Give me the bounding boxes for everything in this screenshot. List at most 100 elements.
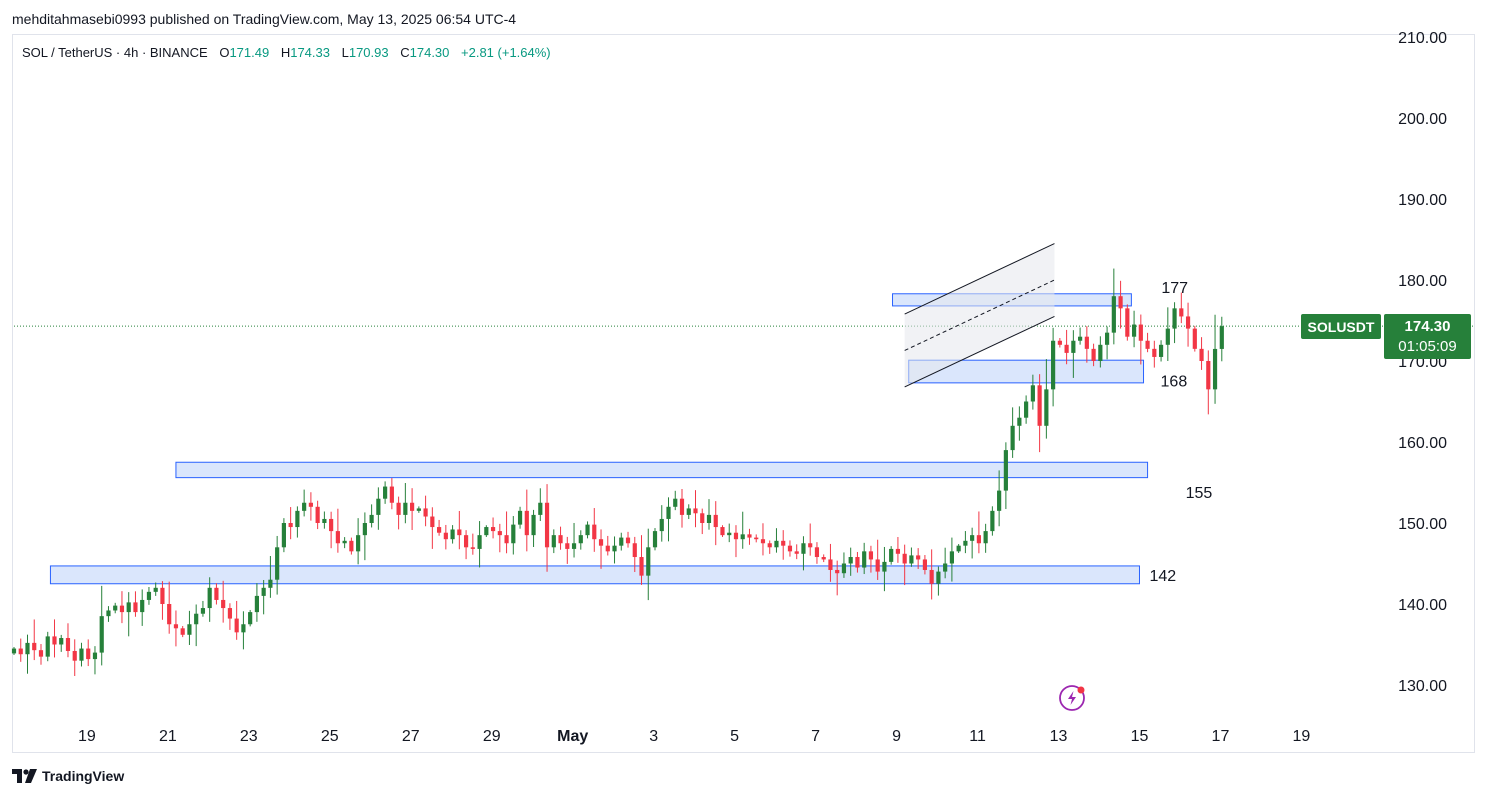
candle-body (578, 535, 583, 544)
x-tick-label: 11 (969, 728, 986, 745)
candle-body (389, 486, 394, 503)
candle-body (214, 587, 219, 600)
candle-body (592, 524, 597, 540)
candle-body (1084, 336, 1089, 349)
channel-lower-line (904, 315, 1055, 388)
candle-body (268, 579, 273, 588)
candle-body (1206, 361, 1211, 390)
symbol-price-tag: SOLUSDT (1301, 314, 1381, 339)
candle-body (295, 510, 300, 528)
candle-body (160, 587, 165, 604)
candle-body (65, 638, 71, 651)
candle-body (1118, 296, 1123, 309)
candle-body (720, 527, 725, 536)
y-tick-label: 190.00 (1398, 192, 1447, 209)
candle-body (929, 569, 934, 584)
candle-body (659, 518, 664, 532)
candle-body (1091, 348, 1096, 361)
candle-body (490, 527, 496, 532)
candle-body (362, 523, 367, 536)
zone-label-142: 142 (1149, 568, 1176, 585)
candle-body (376, 498, 381, 515)
candle-body (997, 490, 1002, 511)
candle-body (369, 514, 374, 523)
candle-body (180, 628, 185, 635)
candle-body (443, 532, 448, 540)
candle-body (45, 636, 50, 657)
candle-body (207, 587, 212, 609)
candle-body (126, 602, 131, 613)
candle-body (875, 559, 880, 572)
x-tick-label: 19 (1293, 728, 1311, 745)
y-tick-label: 130.00 (1398, 678, 1447, 695)
candle-body (1152, 348, 1157, 357)
x-tick-label: 23 (240, 728, 258, 745)
candle-body (248, 612, 253, 625)
candle-body (430, 516, 435, 528)
candle-body (497, 531, 502, 536)
legend-open: 171.49 (229, 45, 270, 60)
publisher-caption: mehditahmasebi0993 published on TradingV… (12, 11, 517, 27)
candle-body (1003, 450, 1008, 491)
candle-body (585, 524, 590, 536)
candle-body (693, 508, 698, 514)
candle-body (477, 535, 482, 549)
candle-body (410, 502, 415, 511)
footer-brand[interactable]: TradingView (12, 768, 124, 784)
candle-body (463, 535, 469, 548)
candle-body (625, 537, 631, 544)
candle-body (943, 563, 948, 572)
candle-body (133, 602, 138, 613)
y-tick-label: 180.00 (1398, 273, 1447, 290)
candle-body (99, 616, 104, 653)
candle-body (241, 624, 246, 633)
candle-body (1051, 340, 1056, 390)
candle-body (254, 595, 260, 613)
candle-body (322, 518, 327, 523)
channel-layer (904, 243, 1055, 388)
candle-body (808, 543, 813, 548)
candle-body (221, 599, 226, 609)
candle-body (517, 510, 523, 525)
legend-symbol[interactable]: SOL / TetherUS · 4h · BINANCE (22, 45, 208, 60)
time-axis: 19 21 23 25 27 29 May 3 5 7 9 11 13 15 17 19 (78, 728, 1310, 745)
candle-body (740, 534, 745, 540)
candle-body (700, 513, 705, 523)
candle-body (59, 638, 64, 645)
candle-body (848, 557, 853, 564)
candle-body (679, 498, 685, 515)
candle-body (1185, 316, 1191, 329)
candle-body (571, 543, 577, 549)
zone-label-177: 177 (1161, 280, 1188, 297)
candle-body (902, 553, 907, 564)
candle-body (673, 498, 678, 507)
candle-body (511, 524, 516, 544)
candle-body (275, 547, 280, 580)
candle-body (1131, 324, 1137, 337)
candle-body (32, 642, 37, 651)
candle-body (106, 610, 111, 617)
zone-label-155: 155 (1186, 485, 1213, 502)
candle-body (544, 502, 550, 548)
candle-body (72, 650, 77, 661)
candle-body (1037, 385, 1042, 426)
candle-body (329, 518, 334, 532)
x-tick-label: 19 (78, 728, 96, 745)
candle-body (92, 652, 98, 660)
candle-body (1111, 296, 1116, 333)
candle-body (936, 571, 941, 584)
candle-body (484, 527, 489, 536)
channel-fill (904, 243, 1055, 387)
candle-body (261, 587, 266, 596)
candle-body (315, 506, 320, 523)
candle-body (302, 502, 307, 511)
candle-body (1030, 385, 1035, 402)
lightning-icon[interactable] (1058, 683, 1088, 718)
candle-body (457, 529, 462, 536)
candle-body (383, 486, 388, 499)
candle-body (828, 559, 833, 570)
candle-body (882, 561, 887, 572)
chart-frame[interactable] (12, 34, 1475, 753)
x-tick-label: May (557, 728, 588, 745)
